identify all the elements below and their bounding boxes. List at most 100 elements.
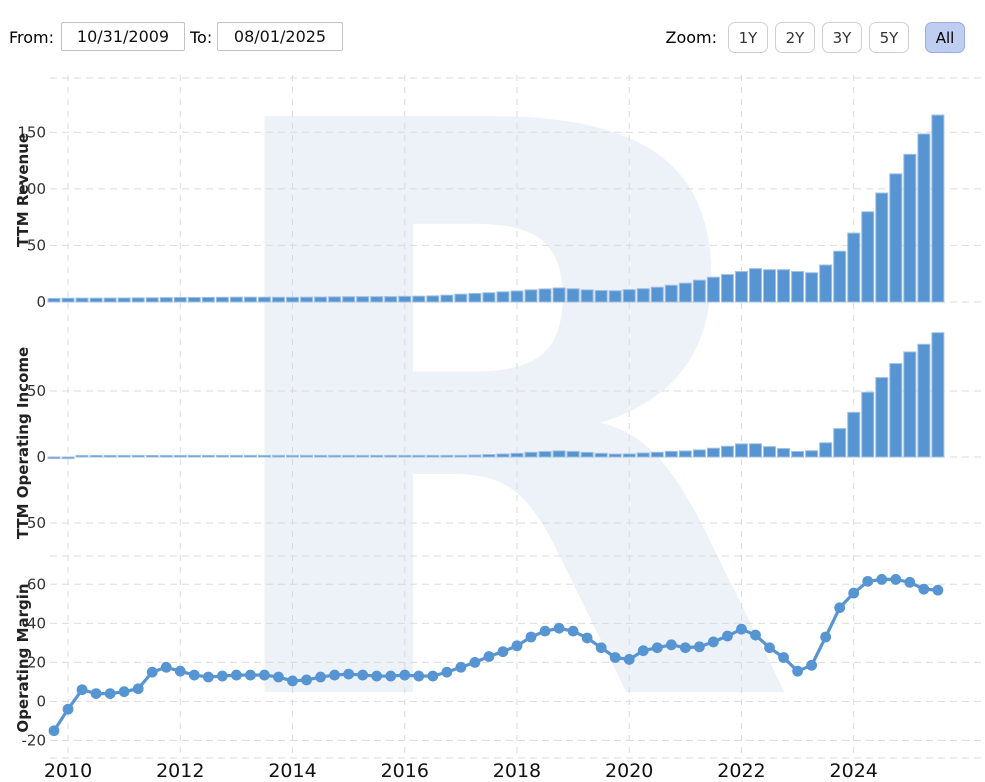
- operating-income-bar[interactable]: [636, 452, 650, 458]
- revenue-bar[interactable]: [763, 269, 777, 303]
- revenue-bar[interactable]: [496, 291, 510, 303]
- margin-point[interactable]: [385, 670, 397, 682]
- margin-point[interactable]: [778, 652, 789, 663]
- operating-income-bar[interactable]: [580, 451, 594, 458]
- revenue-bar[interactable]: [271, 296, 285, 303]
- operating-income-bar[interactable]: [524, 451, 538, 458]
- operating-income-bar[interactable]: [538, 451, 552, 458]
- margin-point[interactable]: [146, 666, 158, 678]
- operating-income-bar[interactable]: [75, 454, 89, 458]
- margin-point[interactable]: [693, 641, 705, 653]
- margin-point[interactable]: [160, 661, 172, 673]
- operating-income-bar[interactable]: [622, 453, 636, 458]
- operating-income-bar[interactable]: [145, 454, 159, 458]
- revenue-bar[interactable]: [145, 297, 159, 303]
- operating-income-bar[interactable]: [720, 445, 734, 458]
- operating-income-bar[interactable]: [47, 456, 61, 460]
- operating-income-bar[interactable]: [201, 454, 215, 458]
- operating-income-bar[interactable]: [482, 454, 496, 458]
- operating-income-bar[interactable]: [300, 454, 314, 458]
- operating-income-bar[interactable]: [917, 343, 931, 458]
- revenue-bar[interactable]: [314, 296, 328, 303]
- operating-income-bar[interactable]: [342, 454, 356, 458]
- revenue-bar[interactable]: [791, 270, 805, 303]
- margin-point[interactable]: [202, 671, 214, 683]
- zoom-button-all[interactable]: All: [925, 22, 965, 53]
- margin-point[interactable]: [623, 654, 635, 665]
- operating-income-bar[interactable]: [833, 428, 847, 458]
- revenue-bar[interactable]: [706, 276, 720, 303]
- operating-income-bar[interactable]: [286, 454, 300, 458]
- revenue-bar[interactable]: [47, 297, 61, 303]
- operating-income-bar[interactable]: [187, 454, 201, 458]
- revenue-bar[interactable]: [889, 173, 903, 303]
- operating-income-bar[interactable]: [370, 454, 384, 458]
- margin-point[interactable]: [76, 684, 88, 696]
- operating-income-bar[interactable]: [89, 454, 103, 458]
- margin-point[interactable]: [637, 645, 649, 657]
- revenue-bar[interactable]: [734, 271, 748, 303]
- margin-point[interactable]: [287, 675, 298, 687]
- revenue-bar[interactable]: [440, 294, 454, 303]
- operating-income-bar[interactable]: [819, 442, 833, 458]
- to-date-input[interactable]: [217, 22, 343, 51]
- margin-point[interactable]: [315, 671, 326, 683]
- revenue-bar[interactable]: [243, 296, 257, 303]
- operating-income-bar[interactable]: [440, 454, 454, 458]
- margin-point[interactable]: [679, 642, 691, 654]
- margin-point[interactable]: [651, 642, 663, 654]
- revenue-bar[interactable]: [594, 289, 608, 303]
- operating-income-bar[interactable]: [805, 450, 819, 458]
- revenue-bar[interactable]: [524, 289, 538, 303]
- revenue-bar[interactable]: [384, 296, 398, 303]
- revenue-bar[interactable]: [61, 297, 75, 303]
- operating-income-bar[interactable]: [468, 454, 482, 458]
- operating-income-bar[interactable]: [117, 454, 131, 458]
- margin-point[interactable]: [230, 669, 242, 681]
- margin-point[interactable]: [806, 659, 818, 671]
- operating-income-bar[interactable]: [763, 446, 777, 458]
- revenue-bar[interactable]: [917, 133, 931, 303]
- operating-income-bar[interactable]: [426, 454, 440, 458]
- operating-income-bar[interactable]: [173, 454, 187, 458]
- zoom-button-5y[interactable]: 5Y: [869, 22, 909, 53]
- operating-income-bar[interactable]: [496, 453, 510, 458]
- revenue-bar[interactable]: [300, 296, 314, 303]
- revenue-bar[interactable]: [749, 268, 762, 303]
- margin-point[interactable]: [834, 602, 846, 614]
- revenue-bar[interactable]: [103, 297, 117, 303]
- margin-point[interactable]: [932, 584, 944, 596]
- revenue-bar[interactable]: [89, 297, 103, 303]
- operating-income-bar[interactable]: [103, 454, 117, 458]
- revenue-bar[interactable]: [580, 289, 594, 303]
- from-date-input[interactable]: [61, 22, 185, 51]
- revenue-bar[interactable]: [75, 297, 89, 303]
- margin-point[interactable]: [441, 666, 453, 678]
- operating-income-bar[interactable]: [61, 456, 75, 460]
- margin-point[interactable]: [553, 622, 565, 634]
- margin-point[interactable]: [188, 669, 200, 681]
- margin-point[interactable]: [904, 576, 916, 588]
- operating-income-bar[interactable]: [257, 454, 271, 458]
- operating-income-bar[interactable]: [650, 451, 664, 458]
- margin-point[interactable]: [399, 669, 411, 681]
- revenue-bar[interactable]: [201, 296, 215, 303]
- operating-income-bar[interactable]: [384, 454, 398, 458]
- margin-point[interactable]: [876, 574, 888, 585]
- operating-income-bar[interactable]: [356, 454, 370, 458]
- revenue-bar[interactable]: [819, 264, 833, 303]
- revenue-bar[interactable]: [664, 284, 678, 303]
- margin-point[interactable]: [567, 625, 579, 637]
- revenue-bar[interactable]: [482, 292, 496, 303]
- revenue-bar[interactable]: [538, 288, 552, 303]
- operating-income-bar[interactable]: [692, 449, 706, 458]
- revenue-bar[interactable]: [131, 297, 145, 303]
- revenue-bar[interactable]: [720, 274, 734, 303]
- margin-point[interactable]: [90, 688, 102, 700]
- operating-income-bar[interactable]: [664, 450, 678, 458]
- operating-income-bar[interactable]: [861, 391, 875, 458]
- operating-income-bar[interactable]: [734, 443, 748, 458]
- margin-point[interactable]: [595, 642, 607, 654]
- revenue-bar[interactable]: [215, 296, 229, 303]
- margin-point[interactable]: [511, 640, 523, 652]
